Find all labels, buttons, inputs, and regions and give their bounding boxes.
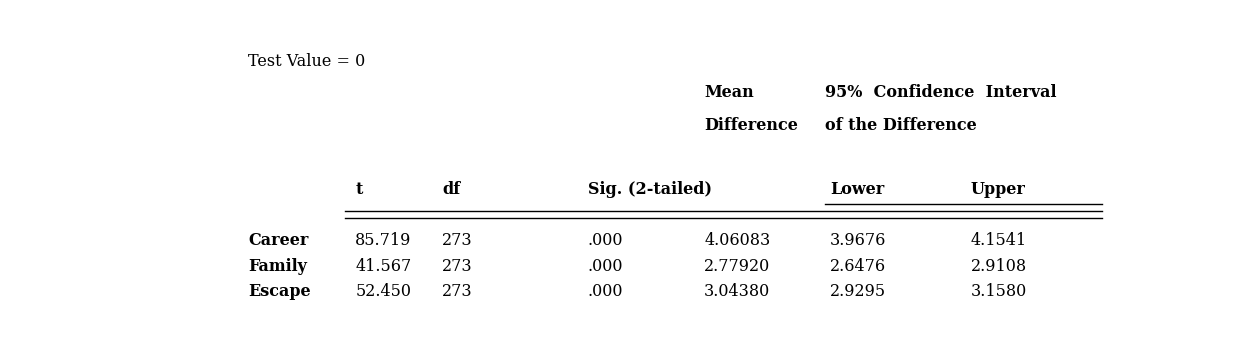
Text: 273: 273 — [443, 282, 473, 300]
Text: 4.06083: 4.06083 — [704, 232, 771, 249]
Text: of the Difference: of the Difference — [826, 117, 977, 134]
Text: 273: 273 — [443, 232, 473, 249]
Text: 85.719: 85.719 — [355, 232, 412, 249]
Text: 3.1580: 3.1580 — [971, 282, 1027, 300]
Text: Difference: Difference — [704, 117, 798, 134]
Text: Mean: Mean — [704, 84, 754, 101]
Text: 273: 273 — [443, 258, 473, 275]
Text: Career: Career — [249, 232, 309, 249]
Text: 2.9108: 2.9108 — [971, 258, 1027, 275]
Text: Escape: Escape — [249, 282, 311, 300]
Text: 2.6476: 2.6476 — [831, 258, 886, 275]
Text: 2.9295: 2.9295 — [831, 282, 886, 300]
Text: Lower: Lower — [831, 181, 884, 198]
Text: Family: Family — [249, 258, 308, 275]
Text: 4.1541: 4.1541 — [971, 232, 1027, 249]
Text: 3.04380: 3.04380 — [704, 282, 771, 300]
Text: Sig. (2-tailed): Sig. (2-tailed) — [588, 181, 712, 198]
Text: t: t — [355, 181, 363, 198]
Text: .000: .000 — [588, 282, 623, 300]
Text: 3.9676: 3.9676 — [831, 232, 887, 249]
Text: 95%  Confidence  Interval: 95% Confidence Interval — [826, 84, 1057, 101]
Text: .000: .000 — [588, 232, 623, 249]
Text: 41.567: 41.567 — [355, 258, 412, 275]
Text: 52.450: 52.450 — [355, 282, 412, 300]
Text: Upper: Upper — [971, 181, 1026, 198]
Text: df: df — [443, 181, 460, 198]
Text: 2.77920: 2.77920 — [704, 258, 771, 275]
Text: .000: .000 — [588, 258, 623, 275]
Text: Test Value = 0: Test Value = 0 — [249, 53, 365, 70]
